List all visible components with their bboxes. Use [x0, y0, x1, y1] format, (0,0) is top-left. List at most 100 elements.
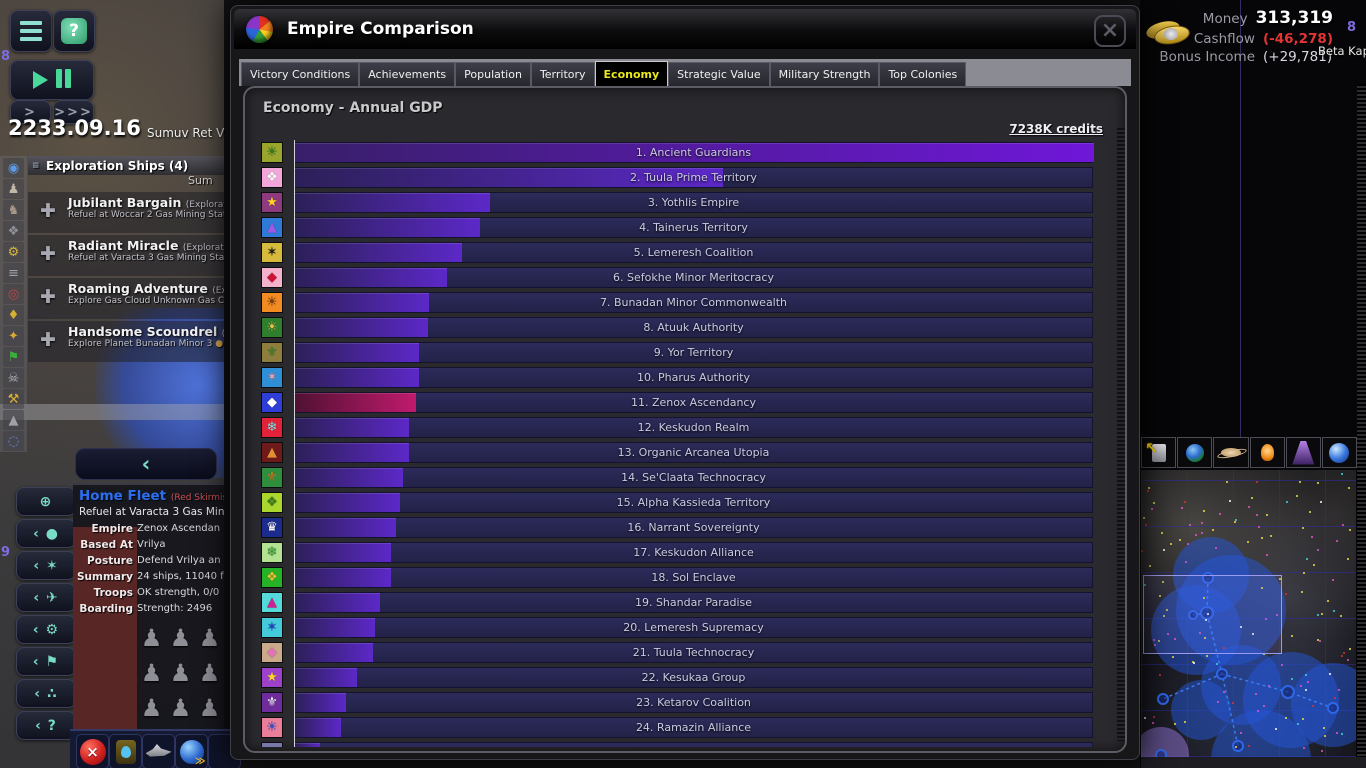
empire-rank-label: 21. Tuula Technocracy	[632, 646, 755, 659]
ringed-planet-mode-button[interactable]	[1213, 437, 1249, 468]
tab-population[interactable]: Population	[455, 62, 531, 86]
dialog-tabstrip: Victory Conditions Achievements Populati…	[239, 59, 1131, 86]
tab-top-colonies[interactable]: Top Colonies	[879, 62, 967, 86]
collapse-panel-button[interactable]: ‹	[75, 448, 217, 480]
empire-rank-label: 16. Narrant Sovereignty	[627, 521, 760, 534]
empire-flag-icon: ✶	[261, 367, 283, 388]
ship-list-item[interactable]: ✚ Handsome Scoundrel (E Explore Planet B…	[28, 321, 224, 362]
sector-number-label: 9	[1, 545, 11, 560]
galaxy-minimap[interactable]	[1141, 470, 1356, 757]
side-cluster-icon[interactable]: ❖	[3, 221, 24, 241]
pie-chart-icon	[246, 15, 273, 43]
empire-flag-icon: ⚜	[261, 692, 283, 713]
side-rank-icon[interactable]: ♦	[3, 305, 24, 325]
menu-button[interactable]	[10, 10, 52, 52]
empire-rank-label: 20. Lemeresh Supremacy	[623, 621, 764, 634]
tab-victory-conditions[interactable]: Victory Conditions	[241, 62, 360, 86]
side-globe-icon[interactable]: ◉	[3, 158, 24, 178]
fleet-rockets-button[interactable]: ‹ ∴	[16, 679, 76, 708]
empire-rank-label: 1. Ancient Guardians	[635, 146, 752, 159]
empire-row: ⚜ 14. Se'Claata Technocracy	[261, 465, 1111, 490]
gdp-bar	[295, 193, 490, 212]
ship-list-item[interactable]: ✚ Roaming Adventure (Expl Explore Gas Cl…	[28, 278, 224, 319]
empire-flag-icon: ◆	[261, 267, 283, 288]
side-orbit-icon[interactable]: ◌	[3, 431, 24, 451]
fleet-command-bar: × ≫	[70, 729, 241, 768]
help-button[interactable]: ?	[53, 10, 95, 52]
gdp-bar	[295, 718, 341, 737]
empire-row: ♛ 16. Narrant Sovereignty	[261, 515, 1111, 540]
side-list-icon[interactable]: ≡	[3, 263, 24, 283]
fleet-settings-button[interactable]: ‹ ⚙	[16, 615, 76, 644]
fleet-flag-button[interactable]: ‹ ⚑	[16, 647, 76, 676]
tab-strategic-value[interactable]: Strategic Value	[668, 62, 770, 86]
ship-list-item[interactable]: ✚ Radiant Miracle (Exploration Refuel at…	[28, 235, 224, 276]
empire-row: ❖ 15. Alpha Kassieda Territory	[261, 490, 1111, 515]
cashflow-value: (-46,278)	[1262, 31, 1333, 47]
fleet-fighter-button[interactable]: ‹ ✈	[16, 583, 76, 612]
side-statue-icon[interactable]: ♟	[3, 179, 24, 199]
target-arrow-icon: ↖	[1145, 439, 1158, 457]
empire-rank-button[interactable]: ≫	[175, 734, 208, 768]
planets-mode-button[interactable]	[1177, 437, 1213, 468]
empire-flag-icon: ☀	[261, 317, 283, 338]
tab-achievements[interactable]: Achievements	[359, 62, 456, 86]
side-target-icon[interactable]: ◎	[3, 284, 24, 304]
gdp-bar-track: 6. Sefokhe Minor Meritocracy	[294, 267, 1093, 288]
exploration-ships-header[interactable]: ≡ Exploration Ships (4)	[28, 156, 224, 175]
empire-rank-label: 25. Sereria Supremacy	[294, 742, 1093, 747]
fleet-ship-button[interactable]: ‹ ✶	[16, 551, 76, 580]
minimap-viewport-rectangle[interactable]	[1143, 575, 1282, 654]
galaxy-mode-button[interactable]	[1321, 437, 1358, 468]
tab-economy[interactable]: Economy	[594, 61, 669, 86]
fleet-action-buttons: ⊕ ‹ ● ‹ ✶ ‹ ✈ ‹ ⚙ ‹ ⚑ ‹ ∴ ‹ ?	[0, 487, 76, 743]
empire-flag-icon: ✶	[261, 242, 283, 263]
empire-rank-label: 8. Atuuk Authority	[643, 321, 744, 334]
gdp-bar	[295, 168, 724, 187]
money-coins-icon	[1144, 16, 1192, 47]
tab-territory[interactable]: Territory	[530, 62, 595, 86]
side-unit-icon[interactable]: ♞	[3, 200, 24, 220]
close-button[interactable]: ×	[1094, 15, 1126, 47]
ideas-mode-button[interactable]	[1249, 437, 1285, 468]
game-date: 2233.09.16	[8, 116, 141, 140]
side-skull-icon[interactable]: ☠	[3, 368, 24, 388]
gdp-bar	[295, 418, 410, 437]
speed-fast-button[interactable]: >>>	[53, 100, 94, 124]
fleet-moon-button[interactable]: ‹ ●	[16, 519, 76, 548]
ship-detail-button[interactable]	[142, 734, 175, 768]
fleet-query-button[interactable]: ‹ ?	[16, 711, 76, 740]
ship-list-item[interactable]: ✚ Jubilant Bargain (Explorati Refuel at …	[28, 192, 224, 233]
side-flag-icon[interactable]: ⚑	[3, 347, 24, 367]
cancel-order-button[interactable]: ×	[76, 734, 109, 768]
gdp-bar-track: 17. Keskudon Alliance	[294, 542, 1093, 563]
side-bell-icon[interactable]: ✦	[3, 326, 24, 346]
earth-icon	[1185, 443, 1204, 462]
side-gear-icon[interactable]: ⚙	[3, 242, 24, 262]
empire-flag-icon: ▲	[261, 217, 283, 238]
soldier-icon: ♟	[169, 694, 192, 722]
refuel-button[interactable]	[109, 734, 142, 768]
gdp-bar-track: 22. Kesukaa Group	[294, 667, 1093, 688]
fleet-orders-lock-button[interactable]: ⊕	[16, 487, 76, 516]
tab-military-strength[interactable]: Military Strength	[769, 62, 880, 86]
empire-row: ☀ 1. Ancient Guardians	[261, 140, 1111, 165]
fleet-field-row: Posture Defend Vrilya an	[87, 555, 221, 567]
ship-icon: ✚	[40, 200, 56, 222]
speed-normal-button[interactable]: >	[10, 100, 51, 124]
gdp-bar-track: 15. Alpha Kassieda Territory	[294, 492, 1093, 513]
play-pause-button[interactable]	[10, 60, 94, 100]
gdp-bar-track: 12. Keskudon Realm	[294, 417, 1093, 438]
fleet-title: Home Fleet (Red Skirmis	[73, 485, 224, 504]
fleet-fields: Empire Zenox Ascendan Based At Vrilya Po…	[73, 521, 224, 617]
influence-mode-button[interactable]	[1285, 437, 1321, 468]
gdp-bar	[295, 293, 430, 312]
empire-flag-icon: ⚜	[261, 342, 283, 363]
empire-row: ✶ 5. Lemeresh Coalition	[261, 240, 1111, 265]
bonus-income-value: (+29,781)	[1263, 49, 1333, 65]
side-ship-icon[interactable]: ▲	[3, 410, 24, 430]
gdp-bar	[295, 443, 410, 462]
side-hammer-icon[interactable]: ⚒	[3, 389, 24, 409]
globe-rank-icon: ≫	[179, 739, 206, 767]
select-ship-mode-button[interactable]: ↖	[1141, 437, 1177, 468]
